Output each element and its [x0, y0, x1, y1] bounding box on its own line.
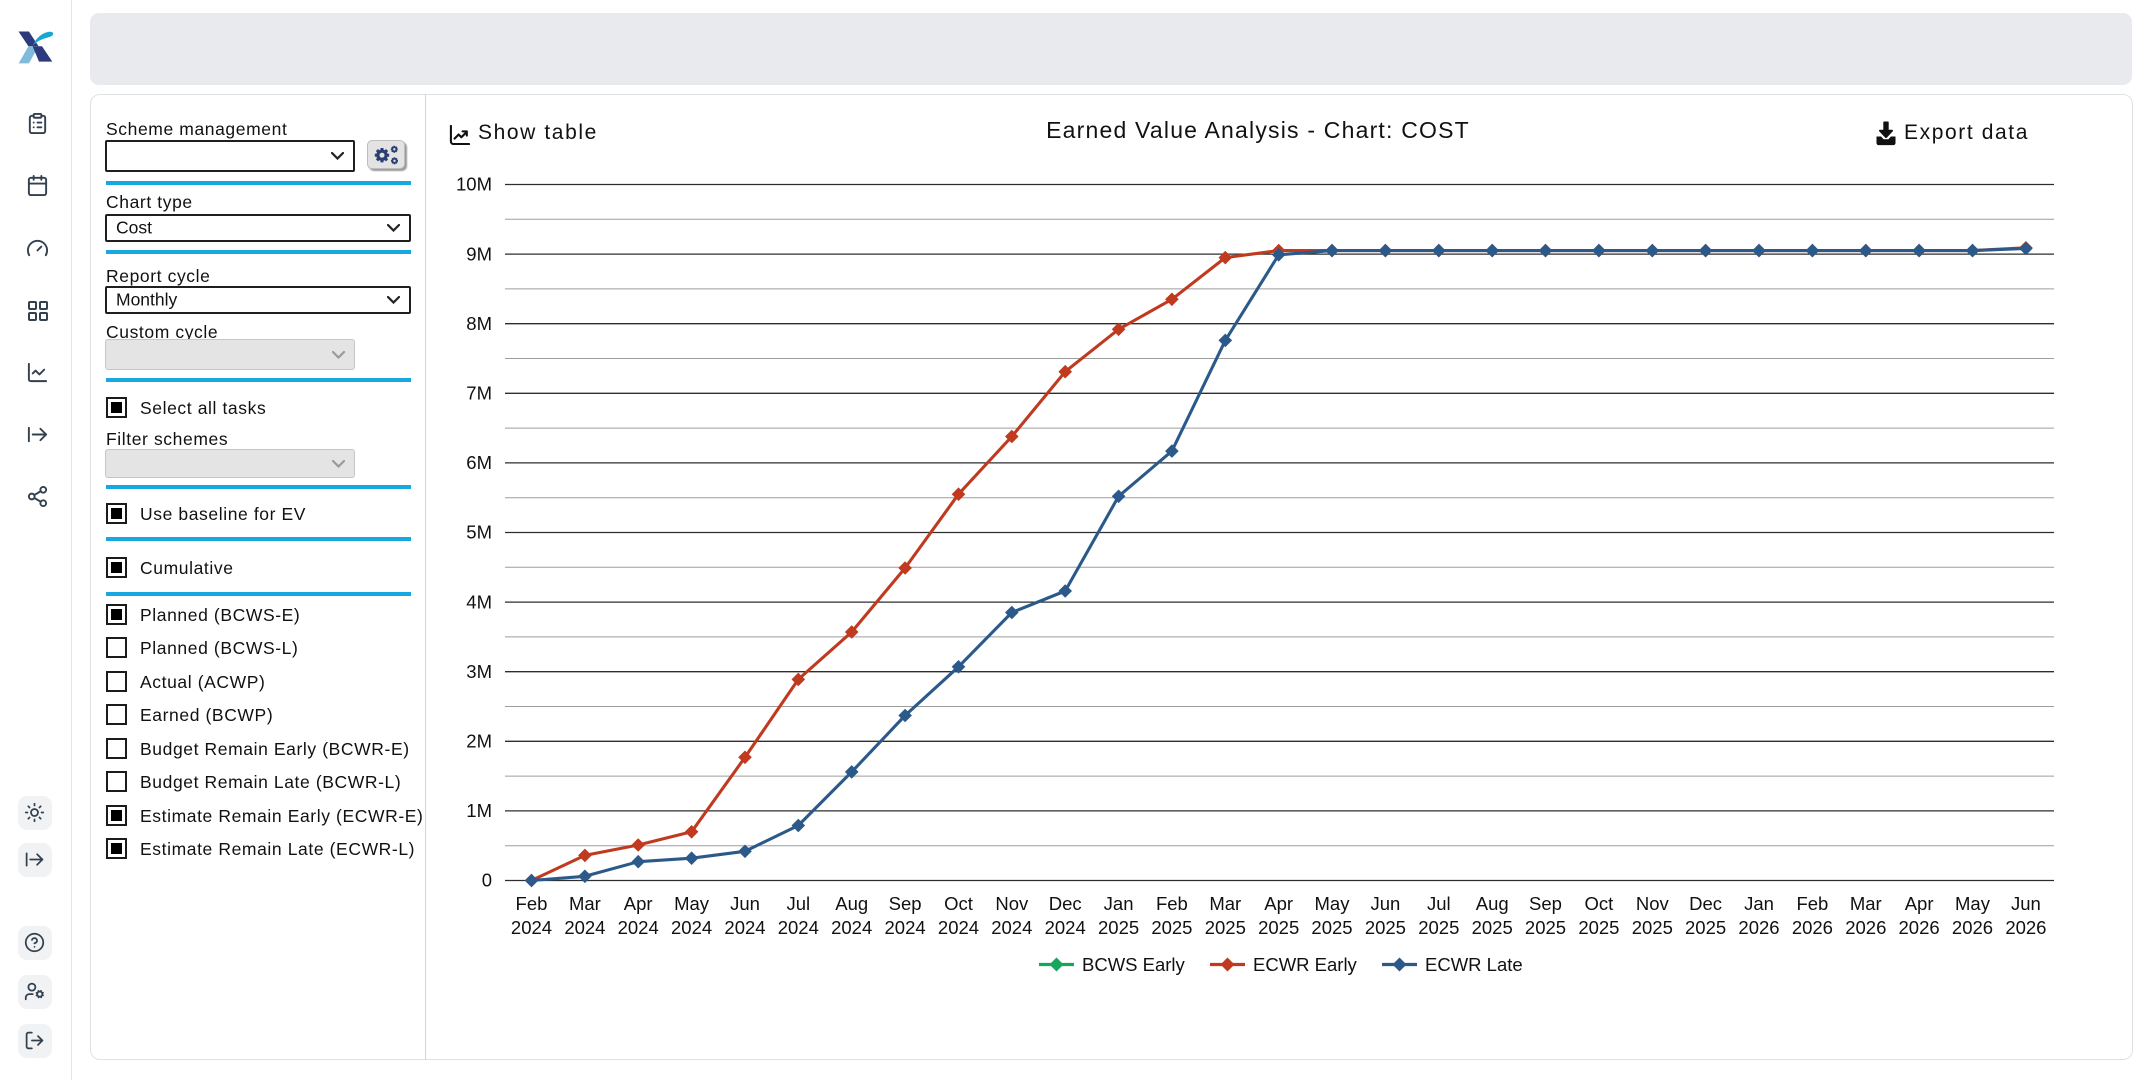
svg-text:6M: 6M: [466, 452, 492, 473]
svg-text:8M: 8M: [466, 313, 492, 334]
svg-text:10M: 10M: [456, 174, 492, 195]
svg-text:0: 0: [482, 870, 492, 891]
svg-text:BCWS Early: BCWS Early: [1082, 954, 1186, 975]
svg-text:ECWR Early: ECWR Early: [1253, 954, 1358, 975]
svg-text:5M: 5M: [466, 522, 492, 543]
svg-text:1M: 1M: [466, 800, 492, 821]
svg-text:7M: 7M: [466, 383, 492, 404]
svg-text:ECWR Late: ECWR Late: [1425, 954, 1523, 975]
svg-text:2M: 2M: [466, 731, 492, 752]
svg-text:9M: 9M: [466, 243, 492, 264]
svg-text:4M: 4M: [466, 591, 492, 612]
svg-text:3M: 3M: [466, 661, 492, 682]
